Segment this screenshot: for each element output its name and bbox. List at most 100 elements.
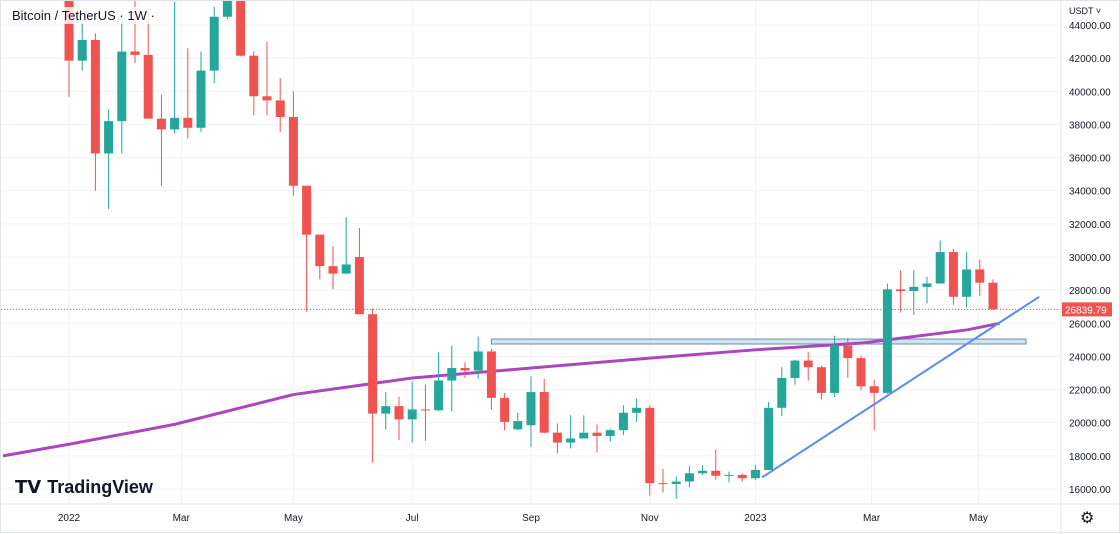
x-tick-label: Nov: [641, 513, 659, 524]
y-tick-label: 36000.00: [1069, 154, 1111, 165]
y-tick-label: 18000.00: [1069, 452, 1111, 463]
last-price-badge: [1062, 302, 1112, 317]
x-tick-label: 2022: [58, 513, 81, 524]
candle-down: [500, 397, 510, 422]
candle-down: [90, 39, 100, 154]
support-zone: [490, 338, 1027, 345]
candle-down: [288, 117, 298, 186]
candle-down: [737, 474, 747, 479]
y-tick-label: 38000.00: [1069, 120, 1111, 131]
candle-down: [816, 367, 826, 393]
y-tick-label: 30000.00: [1069, 253, 1111, 264]
candle-up: [222, 1, 232, 17]
y-tick-label: 40000.00: [1069, 87, 1111, 98]
trend-line: [761, 295, 1040, 479]
tv-logo-icon: 𝗧𝗩: [15, 477, 42, 497]
x-tick-label: May: [969, 513, 988, 524]
candle-up: [77, 39, 87, 61]
candle-up: [579, 432, 589, 439]
candle-down: [275, 100, 285, 118]
candle-down: [368, 314, 378, 414]
candle-up: [922, 283, 932, 287]
candle-up: [196, 70, 206, 128]
last-price-label: 26839.79: [1065, 305, 1107, 316]
candle-down: [328, 266, 338, 274]
candle-up: [909, 286, 919, 291]
candle-down: [143, 54, 153, 119]
currency-label: USDT: [1069, 6, 1094, 16]
tradingview-logo[interactable]: 𝗧𝗩 TradingView: [15, 477, 153, 498]
candle-up: [473, 351, 483, 371]
candle-down: [486, 351, 496, 398]
x-tick-label: 2023: [744, 513, 767, 524]
candle-up: [632, 407, 642, 413]
y-tick-label: 32000.00: [1069, 220, 1111, 231]
candle-up: [882, 289, 892, 393]
candle-up: [830, 345, 840, 393]
candle-down: [896, 289, 906, 291]
x-tick-label: Mar: [863, 513, 881, 524]
candle-down: [394, 406, 404, 420]
currency-selector[interactable]: USDT ˅: [1069, 6, 1101, 16]
candle-down: [460, 368, 470, 371]
candle-up: [434, 380, 444, 411]
candle-up: [170, 117, 180, 130]
candle-down: [236, 1, 246, 56]
candle-down: [658, 483, 668, 485]
candle-down: [975, 269, 985, 283]
candle-down: [64, 1, 74, 61]
candle-up: [698, 470, 708, 474]
plot-area: [1, 1, 1061, 504]
symbol-title[interactable]: Bitcoin / TetherUS · 1W ·: [9, 7, 158, 24]
candle-up: [684, 473, 694, 482]
candle-up: [407, 409, 417, 420]
x-tick-label: Sep: [522, 513, 540, 524]
y-tick-label: 42000.00: [1069, 54, 1111, 65]
candle-down: [803, 360, 813, 368]
candle-down: [988, 282, 998, 310]
moving-average-line: [2, 321, 1000, 458]
candle-up: [447, 368, 457, 381]
y-tick-label: 44000.00: [1069, 21, 1111, 32]
y-tick-label: 24000.00: [1069, 352, 1111, 363]
candle-up: [381, 406, 391, 414]
candle-down: [711, 470, 721, 476]
candle-up: [790, 360, 800, 378]
candle-down: [130, 51, 140, 55]
y-tick-label: 20000.00: [1069, 419, 1111, 430]
candle-up: [104, 121, 114, 154]
candle-down: [354, 257, 364, 315]
candle-down: [592, 432, 602, 436]
candle-up: [513, 421, 523, 430]
candle-up: [618, 412, 628, 431]
brand-name: TradingView: [47, 477, 153, 497]
candle-up: [962, 269, 972, 297]
candle-up: [209, 16, 219, 71]
candle-up: [566, 438, 576, 443]
x-tick-label: Mar: [173, 513, 191, 524]
candle-up: [526, 392, 536, 426]
candle-up: [777, 377, 787, 408]
candle-up: [724, 474, 734, 476]
candle-down: [645, 407, 655, 484]
chevron-down-icon: ˅: [1095, 6, 1102, 16]
y-tick-label: 28000.00: [1069, 286, 1111, 297]
candle-down: [552, 432, 562, 443]
y-tick-label: 26000.00: [1069, 319, 1111, 330]
candle-up: [605, 430, 615, 436]
candle-up: [935, 252, 945, 284]
candle-up: [750, 469, 760, 479]
x-tick-label: Jul: [406, 513, 419, 524]
candle-down: [262, 96, 272, 101]
candle-up: [341, 264, 351, 274]
y-tick-label: 22000.00: [1069, 386, 1111, 397]
candle-down: [420, 409, 430, 411]
settings-gear-icon[interactable]: ⚙: [1080, 510, 1095, 527]
candle-down: [302, 185, 312, 235]
candle-down: [315, 234, 325, 267]
candle-up: [764, 407, 774, 470]
candle-up: [671, 481, 681, 485]
candle-down: [869, 386, 879, 393]
